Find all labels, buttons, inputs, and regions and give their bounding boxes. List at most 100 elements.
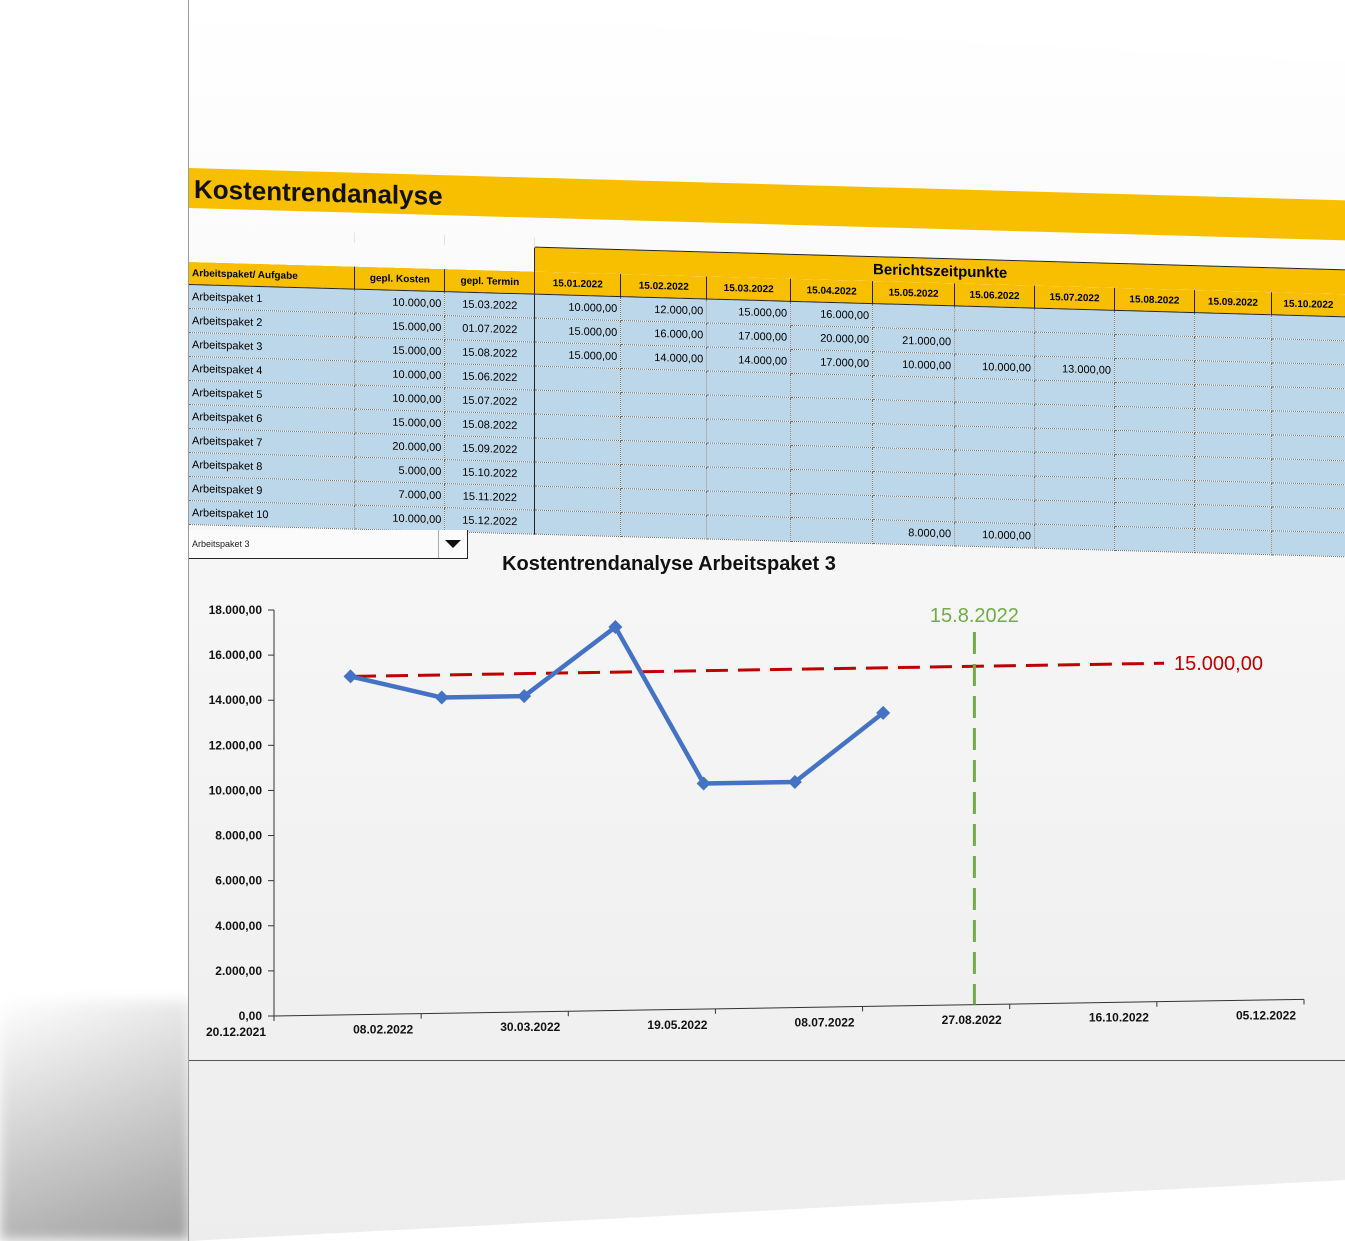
cell-report-value[interactable] (1114, 454, 1195, 481)
cell-report-value[interactable] (534, 366, 621, 393)
cell-planned-cost[interactable]: 10.000,00 (354, 505, 445, 532)
cell-planned-cost[interactable]: 20.000,00 (354, 433, 445, 460)
cell-report-value[interactable] (954, 449, 1035, 477)
cell-report-value[interactable] (872, 399, 955, 426)
cell-report-value[interactable] (1034, 452, 1115, 479)
cell-report-value[interactable] (706, 466, 791, 494)
cell-report-value[interactable] (1194, 480, 1272, 507)
cell-report-value[interactable] (1194, 408, 1272, 435)
cell-report-value[interactable] (1194, 312, 1272, 339)
cell-report-value[interactable] (954, 473, 1035, 501)
cell-planned-date[interactable]: 15.06.2022 (444, 363, 535, 391)
cell-report-value[interactable]: 16.000,00 (620, 320, 707, 347)
cell-planned-date[interactable]: 15.09.2022 (444, 435, 535, 463)
cell-report-value[interactable]: 10.000,00 (534, 294, 621, 321)
cell-report-value[interactable] (706, 370, 791, 398)
cell-report-value[interactable]: 13.000,00 (1034, 356, 1115, 383)
cell-planned-date[interactable]: 15.03.2022 (444, 291, 535, 319)
cell-report-value[interactable]: 17.000,00 (706, 322, 791, 350)
cell-report-value[interactable] (954, 305, 1035, 333)
cell-report-value[interactable]: 17.000,00 (790, 349, 873, 376)
cell-report-value[interactable] (1271, 362, 1345, 389)
cell-report-value[interactable] (1271, 434, 1345, 461)
cell-report-value[interactable] (790, 397, 873, 424)
cell-report-value[interactable] (1271, 338, 1345, 365)
cell-report-value[interactable] (872, 303, 955, 330)
cell-planned-date[interactable]: 15.08.2022 (444, 411, 535, 439)
cell-report-value[interactable]: 14.000,00 (706, 346, 791, 374)
cell-report-value[interactable] (1194, 336, 1272, 363)
cell-report-value[interactable] (620, 368, 707, 395)
cell-report-value[interactable]: 10.000,00 (954, 353, 1035, 381)
cell-report-value[interactable]: 12.000,00 (620, 296, 707, 323)
cell-report-value[interactable] (1194, 384, 1272, 411)
cell-report-value[interactable] (954, 377, 1035, 405)
cell-report-value[interactable] (1194, 456, 1272, 483)
cell-task-name[interactable]: Arbeitspaket 10 (189, 500, 355, 530)
cell-report-value[interactable] (1271, 386, 1345, 413)
cell-report-value[interactable] (1114, 358, 1195, 385)
cell-report-value[interactable] (1114, 334, 1195, 361)
cell-report-value[interactable] (534, 390, 621, 417)
cell-planned-date[interactable]: 15.10.2022 (444, 459, 535, 487)
cell-planned-cost[interactable]: 15.000,00 (354, 337, 445, 364)
cell-report-value[interactable] (620, 488, 707, 515)
cell-report-value[interactable] (954, 497, 1035, 525)
cell-report-value[interactable] (790, 445, 873, 472)
cell-planned-date[interactable]: 15.08.2022 (444, 339, 535, 367)
cell-planned-cost[interactable]: 10.000,00 (354, 361, 445, 388)
cell-report-value[interactable] (1271, 314, 1345, 341)
cell-report-value[interactable] (534, 486, 621, 513)
cell-report-value[interactable]: 15.000,00 (534, 318, 621, 345)
cell-report-value[interactable] (534, 462, 621, 489)
cell-report-value[interactable]: 20.000,00 (790, 325, 873, 352)
cell-report-value[interactable] (790, 469, 873, 496)
cell-report-value[interactable] (620, 392, 707, 419)
cell-report-value[interactable] (872, 423, 955, 450)
cell-report-value[interactable] (1194, 360, 1272, 387)
cell-report-value[interactable] (790, 421, 873, 448)
cell-report-value[interactable] (706, 442, 791, 470)
cell-report-value[interactable] (620, 416, 707, 443)
cell-report-value[interactable] (1034, 476, 1115, 503)
cell-report-value[interactable]: 15.000,00 (706, 298, 791, 326)
cell-report-value[interactable] (1114, 382, 1195, 409)
cell-planned-date[interactable]: 15.07.2022 (444, 387, 535, 415)
cell-report-value[interactable] (954, 329, 1035, 357)
cell-report-value[interactable]: 15.000,00 (534, 342, 621, 369)
cell-report-value[interactable] (872, 471, 955, 498)
cell-report-value[interactable] (534, 510, 621, 537)
cell-report-value[interactable] (706, 418, 791, 446)
cell-report-value[interactable] (1271, 482, 1345, 509)
cell-report-value[interactable] (1271, 458, 1345, 485)
cell-report-value[interactable] (872, 375, 955, 402)
package-selector[interactable]: Arbeitspaket 3 (189, 530, 468, 559)
cell-report-value[interactable] (872, 495, 955, 522)
cell-planned-cost[interactable]: 15.000,00 (354, 409, 445, 436)
cell-report-value[interactable] (706, 514, 791, 542)
cell-report-value[interactable] (872, 447, 955, 474)
cell-planned-date[interactable]: 01.07.2022 (444, 315, 535, 343)
cell-report-value[interactable] (1034, 332, 1115, 359)
cell-report-value[interactable] (534, 438, 621, 465)
cell-report-value[interactable] (1114, 430, 1195, 457)
cell-report-value[interactable] (1114, 310, 1195, 337)
cell-planned-date[interactable]: 15.11.2022 (444, 483, 535, 511)
cell-report-value[interactable]: 14.000,00 (620, 344, 707, 371)
cell-report-value[interactable] (620, 512, 707, 539)
cell-report-value[interactable] (1034, 380, 1115, 407)
cell-planned-cost[interactable]: 10.000,00 (354, 385, 445, 412)
cell-report-value[interactable]: 10.000,00 (872, 351, 955, 378)
cell-report-value[interactable]: 21.000,00 (872, 327, 955, 354)
cell-report-value[interactable] (1114, 502, 1195, 529)
cell-report-value[interactable] (1271, 410, 1345, 437)
cell-report-value[interactable] (790, 373, 873, 400)
cell-planned-cost[interactable]: 5.000,00 (354, 457, 445, 484)
cell-report-value[interactable] (534, 414, 621, 441)
cell-report-value[interactable] (1114, 478, 1195, 505)
cell-report-value[interactable] (620, 440, 707, 467)
cell-report-value[interactable] (1194, 432, 1272, 459)
cell-report-value[interactable] (954, 401, 1035, 429)
cell-report-value[interactable] (1034, 404, 1115, 431)
cell-report-value[interactable] (1034, 500, 1115, 527)
